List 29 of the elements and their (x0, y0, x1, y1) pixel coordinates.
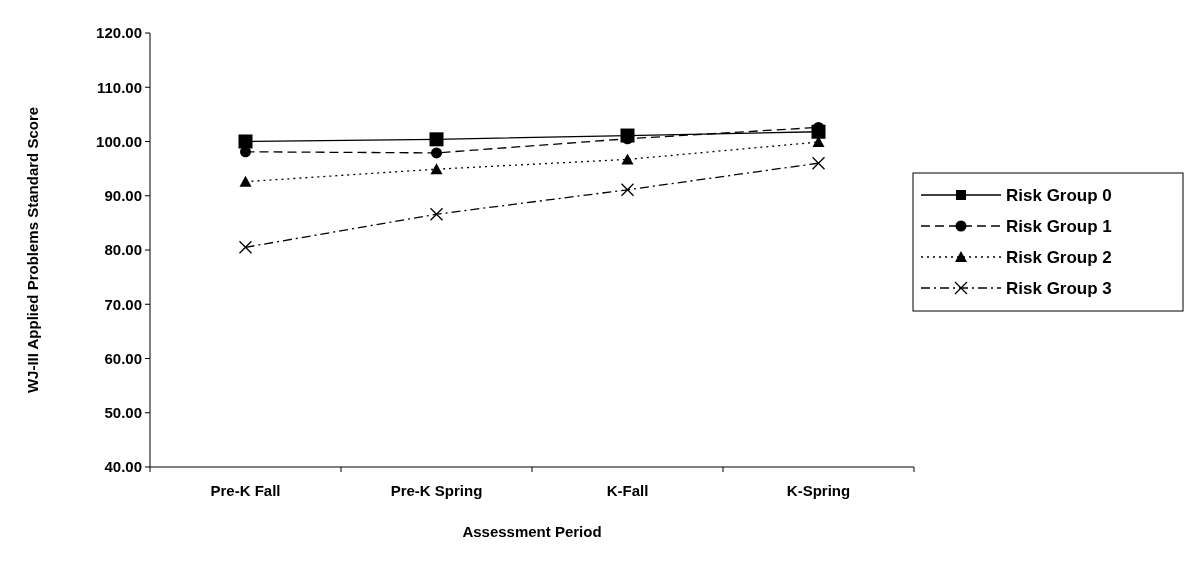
legend-label: Risk Group 0 (1006, 185, 1112, 205)
point (811, 156, 826, 170)
y-tick-label: 80.00 (104, 241, 142, 259)
y-tick-label: 90.00 (104, 187, 142, 204)
point (430, 163, 443, 175)
x-tick-label: K-Fall (606, 482, 649, 499)
x-tick-label: Pre-K Spring (390, 482, 483, 499)
point (429, 132, 444, 147)
y-tick-label: 100.00 (96, 132, 142, 150)
point (431, 147, 442, 159)
x-axis-title: Assessment Period (462, 523, 602, 540)
point (621, 153, 634, 165)
point (238, 134, 253, 149)
y-axis-title: WJ-III Applied Problems Standard Score (24, 106, 41, 394)
point (238, 240, 253, 254)
y-tick-label: 70.00 (104, 295, 142, 313)
point (620, 183, 635, 197)
x-tick-label: K-Spring (786, 482, 851, 499)
y-tick-label: 50.00 (104, 404, 142, 421)
y-tick-label: 60.00 (104, 349, 142, 367)
point (239, 175, 252, 187)
legend-label: Risk Group 3 (1006, 278, 1112, 298)
x-tick-label: Pre-K Fall (210, 482, 281, 499)
y-tick-label: 120.00 (96, 24, 142, 42)
y-tick-label: 110.00 (96, 78, 142, 96)
point (429, 207, 444, 221)
legend-label: Risk Group 1 (1006, 216, 1112, 236)
legend-label: Risk Group 2 (1006, 247, 1112, 267)
y-tick-label: 40.00 (104, 458, 142, 476)
